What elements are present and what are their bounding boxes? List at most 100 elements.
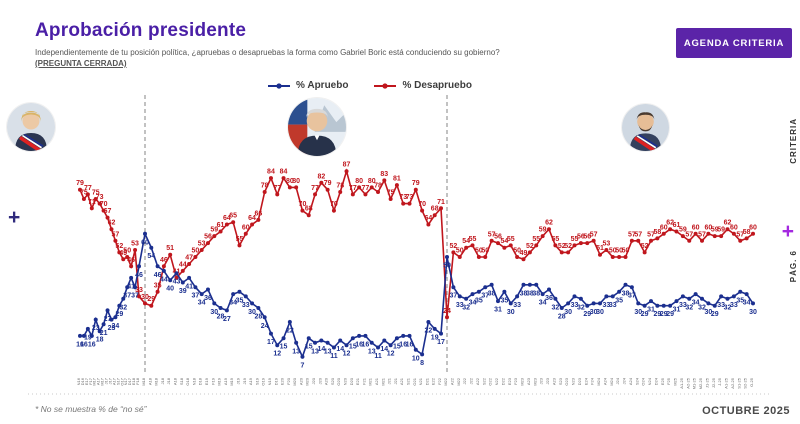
desapruebo-point — [231, 220, 236, 225]
desapruebo-point — [420, 208, 425, 213]
apruebo-value-label: 37 — [123, 293, 131, 300]
legend-label-desapruebo: % Desapruebo — [402, 80, 472, 91]
apruebo-point — [382, 338, 387, 343]
apruebo-point — [470, 292, 475, 297]
apruebo-point — [502, 289, 507, 294]
apruebo-value-label: 24 — [112, 323, 120, 330]
apruebo-value-label: 29 — [583, 311, 591, 318]
desapruebo-point — [281, 176, 286, 181]
desapruebo-point — [93, 197, 98, 201]
apruebo-point — [193, 285, 198, 290]
desapruebo-value-label: 24 — [443, 308, 451, 315]
desapruebo-value-label: 55 — [551, 236, 559, 243]
x-axis-tick: N20 — [343, 377, 348, 385]
apruebo-point — [306, 336, 311, 341]
page-title: Aprobación presidente — [35, 20, 247, 41]
apruebo-value-label: 15 — [280, 344, 288, 351]
apruebo-point — [591, 301, 596, 306]
desapruebo-point — [534, 243, 539, 248]
x-axis-tick: F20 — [286, 377, 291, 385]
desapruebo-value-label: 62 — [724, 220, 732, 227]
desapruebo-value-label: 44 — [179, 261, 187, 268]
desapruebo-value-label: 57 — [698, 231, 706, 238]
x-axis-tick: M23 — [520, 377, 525, 386]
apruebo-point — [212, 301, 217, 306]
x-axis-tick: O19 — [261, 377, 266, 385]
x-axis-tick: M17 — [92, 377, 97, 386]
apruebo-value-label: 50 — [443, 263, 451, 270]
desapruebo-value-label: 60 — [749, 224, 757, 231]
apruebo-point — [508, 301, 513, 306]
desapruebo-value-label: 56 — [494, 234, 502, 241]
x-axis-tick: S24 — [634, 377, 639, 385]
apruebo-point — [572, 294, 577, 299]
legend-label-apruebo: % Apruebo — [296, 80, 349, 91]
apruebo-point — [725, 296, 730, 301]
desapruebo-point — [687, 238, 692, 243]
apruebo-value-label: 13 — [324, 348, 332, 355]
desapruebo-point — [585, 241, 590, 246]
desapruebo-point — [357, 185, 362, 190]
desapruebo-point — [300, 208, 305, 213]
apruebo-point — [680, 294, 685, 299]
apruebo-point — [559, 306, 564, 310]
desapruebo-value-label: 56 — [204, 234, 212, 241]
apruebo-value-label: 39 — [179, 288, 187, 295]
desapruebo-point — [109, 227, 114, 232]
desapruebo-point — [496, 241, 500, 246]
desapruebo-value-label: 30 — [141, 294, 149, 301]
apruebo-point — [401, 333, 406, 338]
desapruebo-value-label: 62 — [108, 220, 116, 227]
apruebo-value-label: 27 — [104, 316, 112, 323]
apruebo-point — [751, 301, 755, 306]
footnote: * No se muestra % de “no sé” — [35, 404, 147, 414]
desapruebo-point — [97, 201, 102, 206]
desapruebo-value-label: 57 — [647, 231, 655, 238]
desapruebo-value-label: 59 — [539, 227, 547, 234]
x-axis-tick: S21 — [406, 377, 411, 385]
apruebo-point — [237, 289, 242, 294]
desapruebo-point — [205, 241, 210, 246]
x-axis-tick: A1-25 — [679, 377, 684, 388]
desapruebo-value-label: 50 — [615, 248, 623, 255]
apruebo-point — [89, 333, 94, 338]
apruebo-value-label: 16 — [362, 341, 370, 348]
desapruebo-point — [224, 222, 229, 227]
apruebo-point — [161, 268, 166, 273]
apruebo-value-label: 15 — [393, 344, 401, 351]
apruebo-point — [109, 317, 114, 322]
desapruebo-value-label: 50 — [475, 248, 483, 255]
x-axis-tick: M24 — [596, 377, 601, 386]
apruebo-value-label: 32 — [462, 304, 470, 311]
apruebo-value-label: 21 — [100, 330, 108, 337]
x-axis-tick: F25 — [666, 377, 671, 385]
desapruebo-value-label: 64 — [425, 215, 433, 222]
apruebo-point — [445, 255, 449, 259]
x-axis-tick: M20 — [305, 377, 310, 386]
apruebo-value-label: 34 — [692, 300, 700, 307]
desapruebo-point — [744, 236, 749, 241]
chart-legend: % Apruebo % Desapruebo — [0, 80, 740, 91]
bachelet-portrait-icon — [7, 103, 55, 151]
apruebo-value-label: 36 — [545, 295, 553, 302]
apruebo-value-label: 35 — [236, 297, 244, 304]
x-axis-tick: S17 — [115, 377, 120, 385]
x-axis-tick: J18 — [160, 377, 165, 384]
desapruebo-value-label: 79 — [76, 180, 84, 187]
x-axis-tick: J20 — [311, 377, 316, 384]
x-axis-tick: A23 — [526, 377, 531, 385]
desapruebo-point — [451, 250, 456, 255]
x-axis-tick: M19 — [229, 377, 234, 386]
apruebo-point — [137, 264, 141, 269]
desapruebo-value-label: 49 — [520, 250, 528, 257]
apruebo-value-label: 18 — [96, 337, 104, 344]
pinera-portrait-icon — [288, 98, 346, 156]
desapruebo-value-label: 82 — [317, 173, 325, 180]
desapruebo-value-label: 67 — [104, 208, 112, 215]
x-axis-tick: D17 — [127, 377, 132, 385]
apruebo-point — [262, 315, 267, 320]
apruebo-point — [187, 275, 192, 280]
apruebo-point — [250, 301, 255, 306]
apruebo-value-label: 33 — [456, 302, 464, 309]
